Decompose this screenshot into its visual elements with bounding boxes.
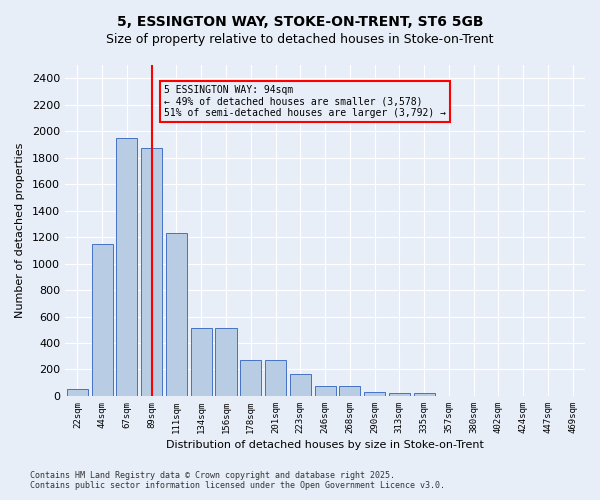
Bar [240, 360, 261, 396]
Bar [215, 328, 236, 396]
Text: Size of property relative to detached houses in Stoke-on-Trent: Size of property relative to detached ho… [106, 32, 494, 46]
Bar [314, 386, 335, 396]
Bar [265, 360, 286, 396]
Text: Contains HM Land Registry data © Crown copyright and database right 2025.
Contai: Contains HM Land Registry data © Crown c… [30, 470, 445, 490]
Bar [364, 392, 385, 396]
X-axis label: Distribution of detached houses by size in Stoke-on-Trent: Distribution of detached houses by size … [166, 440, 484, 450]
Bar [141, 148, 162, 396]
Bar [166, 233, 187, 396]
Bar [413, 394, 434, 396]
Text: 5 ESSINGTON WAY: 94sqm
← 49% of detached houses are smaller (3,578)
51% of semi-: 5 ESSINGTON WAY: 94sqm ← 49% of detached… [164, 85, 446, 118]
Y-axis label: Number of detached properties: Number of detached properties [15, 143, 25, 318]
Bar [389, 394, 410, 396]
Bar [116, 138, 137, 396]
Bar [92, 244, 113, 396]
Bar [191, 328, 212, 396]
Bar [339, 386, 361, 396]
Bar [67, 390, 88, 396]
Text: 5, ESSINGTON WAY, STOKE-ON-TRENT, ST6 5GB: 5, ESSINGTON WAY, STOKE-ON-TRENT, ST6 5G… [117, 15, 483, 29]
Bar [290, 374, 311, 396]
